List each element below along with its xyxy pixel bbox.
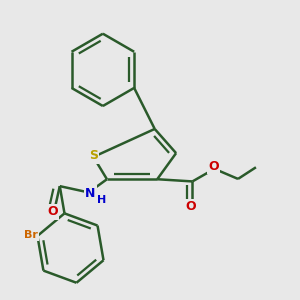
- Text: O: O: [208, 160, 219, 173]
- Text: O: O: [47, 206, 58, 218]
- Text: N: N: [85, 187, 95, 200]
- Text: S: S: [89, 149, 98, 163]
- Text: H: H: [97, 195, 106, 205]
- Text: Br: Br: [24, 230, 38, 240]
- Text: O: O: [186, 200, 196, 213]
